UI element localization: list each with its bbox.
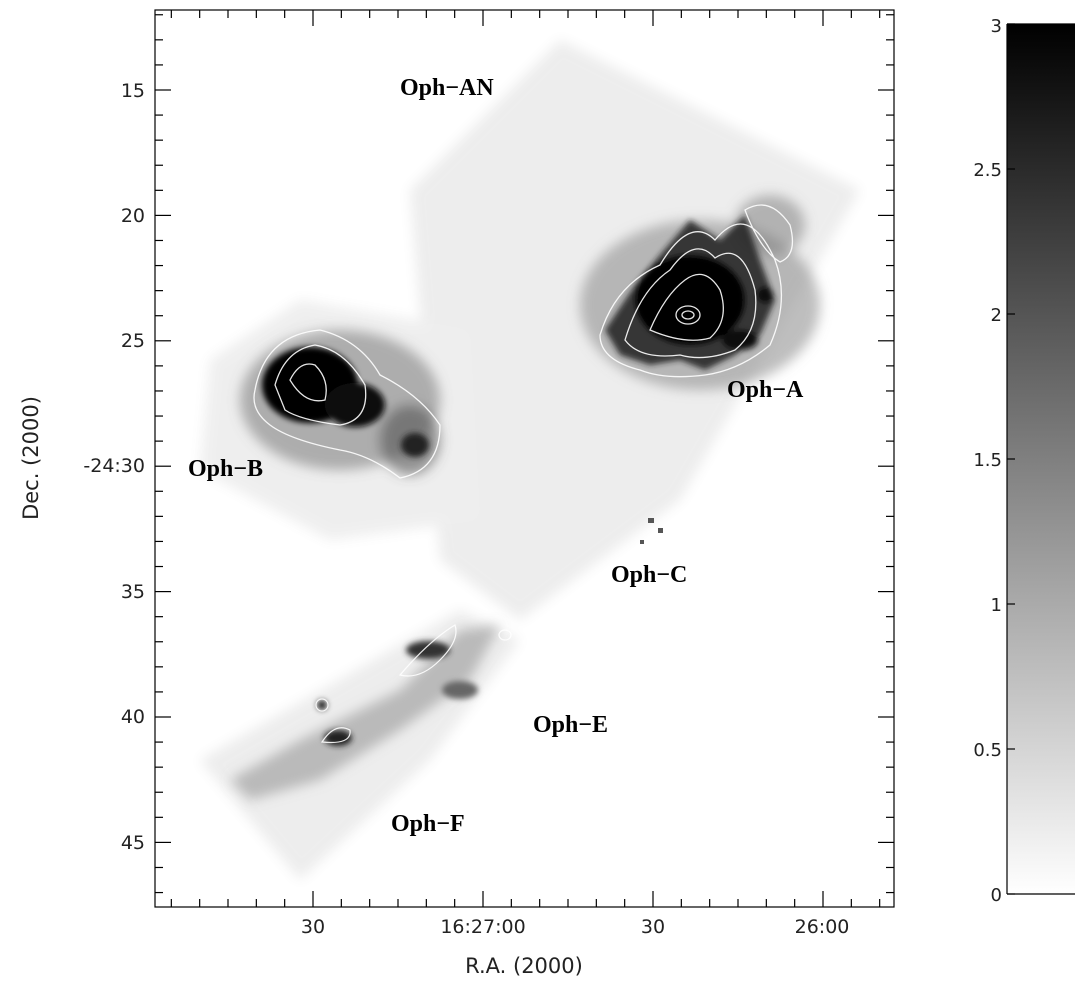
label-oph-f: Oph−F [391,811,465,837]
cbar-tick-0.5: 0.5 [973,740,1002,761]
label-oph-c: Oph−C [611,562,687,588]
x-tick-30a: 30 [301,916,325,938]
x-axis-title: R.A. (2000) [465,954,583,978]
oph-c-emission [640,518,663,544]
oph-ef-emission [230,624,512,800]
cbar-tick-2.5: 2.5 [973,160,1002,181]
x-tick-labels: 30 16:27:00 30 26:00 [301,916,849,938]
label-oph-b: Oph−B [188,456,263,482]
y-tick-25: 25 [121,330,145,352]
plot-frame [154,9,895,908]
y-tick-labels: 15 20 25 -24:30 35 40 45 [83,80,145,854]
x-tick-2600: 26:00 [795,916,850,938]
colorbar: 0 0.5 1 1.5 2 2.5 3 [973,16,1075,906]
y-tick-40: 40 [121,706,145,728]
y-tick-35: 35 [121,581,145,603]
cbar-tick-0: 0 [991,885,1002,906]
y-tick-2430: -24:30 [83,455,145,477]
y-axis-title: Dec. (2000) [19,396,43,520]
label-oph-an: Oph−AN [400,75,494,101]
y-tick-45: 45 [121,832,145,854]
label-oph-e: Oph−E [533,712,608,738]
oph-b-emission [240,329,441,479]
label-oph-a: Oph−A [727,377,804,403]
oph-a-emission [580,195,820,390]
colorbar-gradient [1007,24,1075,894]
region-labels: Oph−AN Oph−A Oph−B Oph−C Oph−E Oph−F [188,75,804,837]
cbar-tick-1.5: 1.5 [973,450,1002,471]
y-tick-15: 15 [121,80,145,102]
cbar-tick-1: 1 [991,595,1002,616]
x-tick-30b: 30 [641,916,665,938]
y-tick-20: 20 [121,205,145,227]
cbar-tick-2: 2 [991,305,1002,326]
axis-ticks [155,10,894,907]
cbar-tick-3: 3 [991,16,1002,37]
x-tick-162700: 16:27:00 [440,916,525,938]
map-image [155,10,894,907]
